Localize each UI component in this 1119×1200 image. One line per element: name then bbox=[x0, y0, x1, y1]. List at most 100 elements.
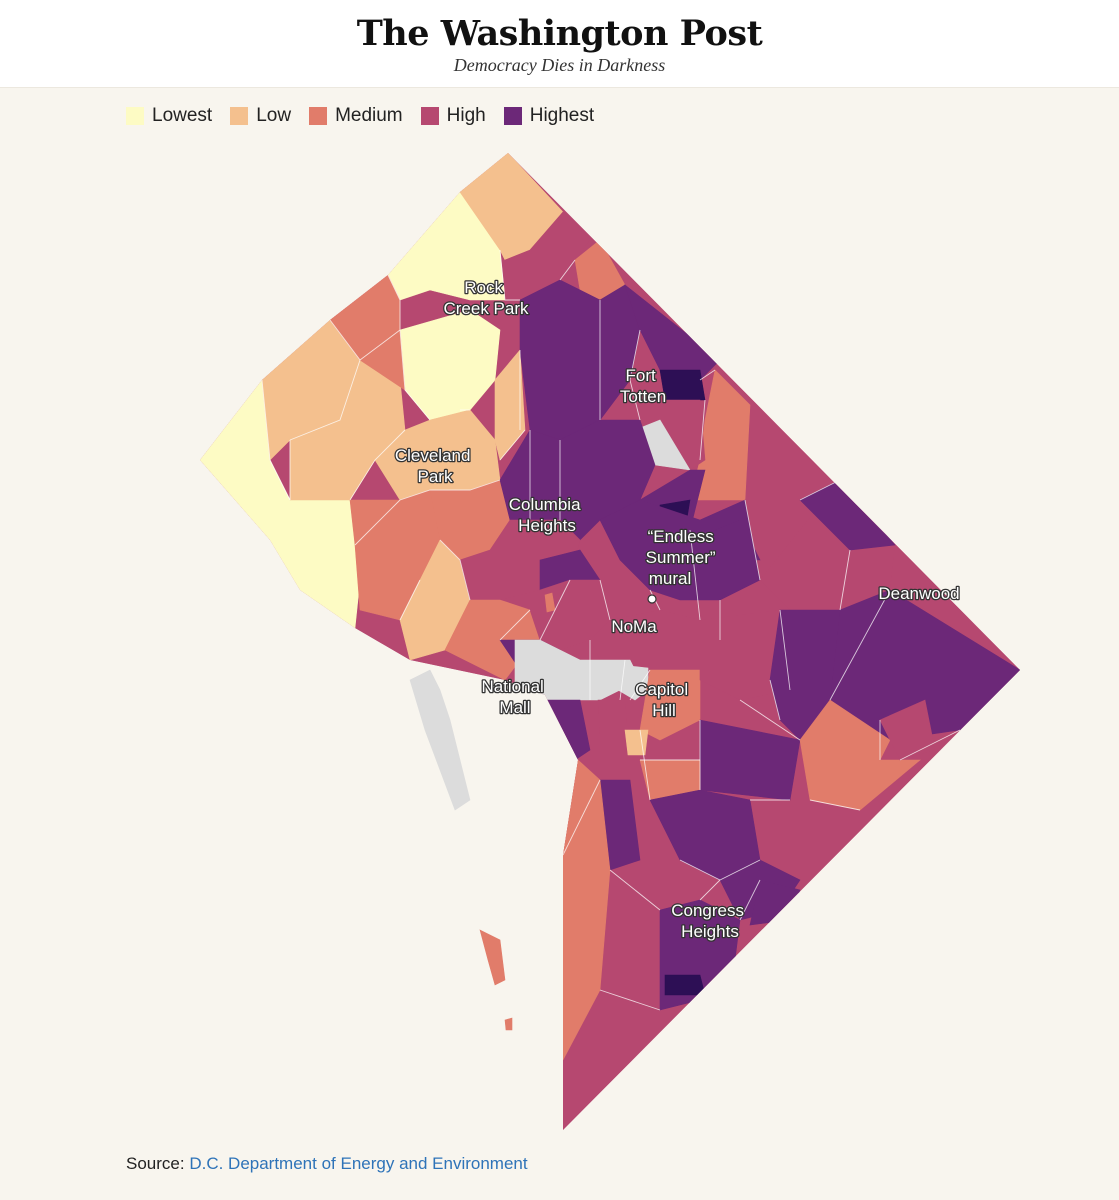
map-label-endless-summer-mural-line-2: Summer” bbox=[646, 548, 716, 567]
map-label-fort-totten-line-1: Fort bbox=[626, 366, 657, 385]
region-fort-dupont-high bbox=[879, 699, 936, 761]
island-roosevelt-excluded bbox=[409, 669, 471, 811]
boundary-line-19 bbox=[689, 529, 701, 621]
map-label-congress-heights-line-1: Congress bbox=[671, 901, 744, 920]
map-label-congress-heights: Congress Heights bbox=[671, 901, 749, 941]
boundary-line-15 bbox=[629, 329, 641, 421]
boundary-line-21 bbox=[539, 579, 571, 641]
map-regions bbox=[200, 153, 1020, 1130]
map-label-capitol-hill-line-2: Hill bbox=[652, 701, 676, 720]
source-link[interactable]: D.C. Department of Energy and Environmen… bbox=[189, 1154, 528, 1173]
legend-item-low: Low bbox=[230, 105, 291, 127]
legend-label-lowest: Lowest bbox=[152, 105, 213, 126]
map-label-endless-summer-mural: “Endless Summer” mural bbox=[646, 527, 721, 588]
legend-item-high: High bbox=[420, 105, 486, 127]
header: The Washington Post Democracy Dies in Da… bbox=[0, 0, 1119, 88]
legend: Lowest Low Medium High Highest bbox=[126, 103, 594, 129]
boundary-line-38 bbox=[562, 779, 601, 856]
legend-item-lowest: Lowest bbox=[126, 105, 212, 127]
boundary-line-47 bbox=[354, 499, 401, 546]
map-label-columbia-heights-line-1: Columbia bbox=[509, 495, 581, 514]
region-navy-yard-low bbox=[624, 729, 649, 756]
boundary-line-4 bbox=[399, 329, 431, 421]
boundary-line-37 bbox=[599, 989, 661, 1011]
legend-swatch-highest bbox=[503, 107, 522, 125]
boundary-line-43 bbox=[839, 549, 851, 611]
map-label-noma: NoMa bbox=[611, 617, 657, 636]
map-label-rock-creek-park: Rock Creek Park bbox=[443, 278, 529, 318]
legend-label-medium: Medium bbox=[335, 105, 403, 126]
map-label-deanwood-line-1: Deanwood bbox=[878, 584, 959, 603]
island-river-medium bbox=[479, 929, 506, 986]
map-label-fort-totten: Fort Totten bbox=[620, 366, 666, 406]
region-rosedale-high bbox=[699, 609, 791, 701]
map-label-columbia-heights: Columbia Heights bbox=[509, 495, 586, 535]
map-label-national-mall-line-2: Mall bbox=[499, 698, 530, 717]
legend-swatch-lowest bbox=[126, 107, 144, 125]
map-label-rock-creek-park-line-1: Rock bbox=[464, 278, 503, 297]
map-label-endless-summer-mural-line-3: mural bbox=[649, 569, 692, 588]
neighborhood-boundaries bbox=[261, 249, 961, 1011]
map-label-endless-summer-mural-line-1: “Endless bbox=[648, 527, 714, 546]
map-label-cleveland-park: Cleveland Park bbox=[395, 446, 475, 486]
region-woodridge-highest bbox=[689, 519, 761, 561]
region-edgewood-highest bbox=[599, 499, 761, 601]
source-prefix: Source: bbox=[126, 1154, 190, 1173]
region-congress-heights-darkest bbox=[664, 974, 706, 996]
tagline: Democracy Dies in Darkness bbox=[453, 55, 666, 75]
boundary-line-34 bbox=[609, 869, 661, 911]
legend-label-low: Low bbox=[256, 105, 292, 126]
map-label-national-mall-line-1: National bbox=[481, 677, 543, 696]
boundary-line-5 bbox=[349, 429, 406, 501]
legend-item-medium: Medium bbox=[309, 105, 403, 127]
boundary-line-17 bbox=[699, 399, 706, 461]
map-label-congress-heights-line-2: Heights bbox=[681, 922, 739, 941]
map-label-columbia-heights-line-2: Heights bbox=[518, 516, 576, 535]
masthead-logo[interactable]: The Washington Post bbox=[356, 13, 763, 54]
map-labels: Rock Creek Park Fort Totten Cleveland Pa… bbox=[394, 277, 961, 943]
boundary-line-35 bbox=[699, 879, 721, 901]
region-capitol-excluded bbox=[617, 664, 649, 701]
boundary-line-39 bbox=[499, 609, 531, 641]
boundary-line-25 bbox=[799, 479, 841, 501]
map-label-cleveland-park-line-2: Park bbox=[418, 467, 453, 486]
legend-label-high: High bbox=[446, 105, 486, 126]
boundary-line-8 bbox=[399, 579, 421, 621]
map-label-rock-creek-park-line-2: Creek Park bbox=[443, 299, 529, 318]
map-label-deanwood: Deanwood bbox=[878, 584, 959, 603]
map-label-fort-totten-line-2: Totten bbox=[620, 387, 666, 406]
boundary-line-3 bbox=[359, 274, 401, 361]
boundary-line-42 bbox=[739, 699, 801, 741]
boundary-line-6 bbox=[399, 479, 501, 501]
map-label-noma-line-1: NoMa bbox=[611, 617, 657, 636]
mural-marker[interactable] bbox=[647, 594, 657, 604]
boundary-line-7 bbox=[439, 539, 471, 601]
legend-swatch-low bbox=[230, 107, 249, 125]
boundary-line-1 bbox=[261, 379, 291, 501]
island-small-medium bbox=[504, 1017, 513, 1031]
boundary-line-2 bbox=[289, 319, 361, 441]
legend-swatch-medium bbox=[309, 107, 328, 125]
boundary-line-36 bbox=[739, 879, 761, 921]
boundary-line-26 bbox=[829, 589, 891, 701]
region-fort-totten-darkest bbox=[659, 369, 706, 401]
legend-label-highest: Highest bbox=[529, 105, 595, 126]
boundary-line-24 bbox=[779, 609, 791, 691]
boundary-line-18 bbox=[744, 499, 761, 581]
boundary-line-41 bbox=[619, 659, 626, 701]
map-label-capitol-hill: Capitol Hill bbox=[635, 680, 693, 720]
boundary-line-11 bbox=[559, 259, 576, 281]
heat-map[interactable]: Rock Creek Park Fort Totten Cleveland Pa… bbox=[0, 140, 1119, 1140]
map-label-national-mall: National Mall bbox=[481, 677, 548, 717]
map-label-capitol-hill-line-1: Capitol bbox=[635, 680, 688, 699]
boundary-line-16 bbox=[699, 369, 716, 381]
boundary-line-20 bbox=[599, 579, 611, 621]
legend-item-highest: Highest bbox=[503, 105, 595, 127]
boundary-line-27 bbox=[899, 729, 961, 761]
legend-swatch-high bbox=[420, 107, 439, 125]
boundary-line-31 bbox=[639, 729, 651, 801]
mural-marker-dot[interactable] bbox=[647, 594, 657, 604]
boundary-line-9 bbox=[499, 249, 520, 301]
boundary-line-44 bbox=[769, 679, 781, 721]
boundary-line-50 bbox=[629, 669, 651, 701]
